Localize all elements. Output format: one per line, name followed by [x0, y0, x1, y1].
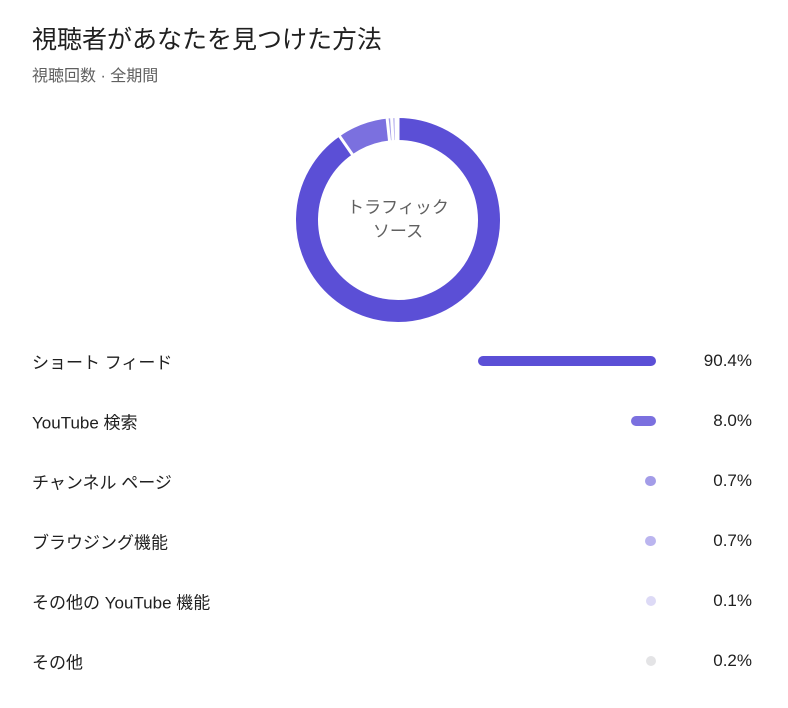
segment-gap: [337, 133, 355, 157]
value-label: 0.7%: [713, 531, 752, 550]
donut-segment: [296, 118, 500, 322]
segment-gap: [389, 116, 395, 143]
value-label: 0.2%: [713, 651, 752, 670]
subtitle: 視聴回数 · 全期間: [32, 68, 159, 85]
segment-gap: [385, 116, 392, 143]
bar: [631, 416, 656, 426]
center-label: トラフィック ソース: [347, 198, 449, 241]
category-label: ブラウジング機能: [32, 533, 168, 553]
category-label: チャンネル ページ: [32, 473, 172, 493]
bar: [644, 536, 656, 546]
value-label: 0.1%: [713, 591, 752, 610]
title: 視聴者があなたを見つけた方法: [32, 26, 383, 54]
bar: [645, 596, 656, 606]
bar: [645, 656, 656, 666]
category-label: ショート フィード: [32, 353, 173, 373]
bar: [644, 476, 656, 486]
category-label: その他: [32, 653, 83, 673]
bar: [478, 356, 656, 366]
value-label: 90.4%: [703, 351, 752, 370]
category-label: その他の YouTube 機能: [32, 593, 211, 613]
category-label: YouTube 検索: [32, 413, 138, 433]
donut-segment: [339, 118, 390, 155]
value-label: 8.0%: [713, 411, 752, 430]
value-label: 0.7%: [713, 471, 752, 490]
donut: [296, 115, 500, 322]
